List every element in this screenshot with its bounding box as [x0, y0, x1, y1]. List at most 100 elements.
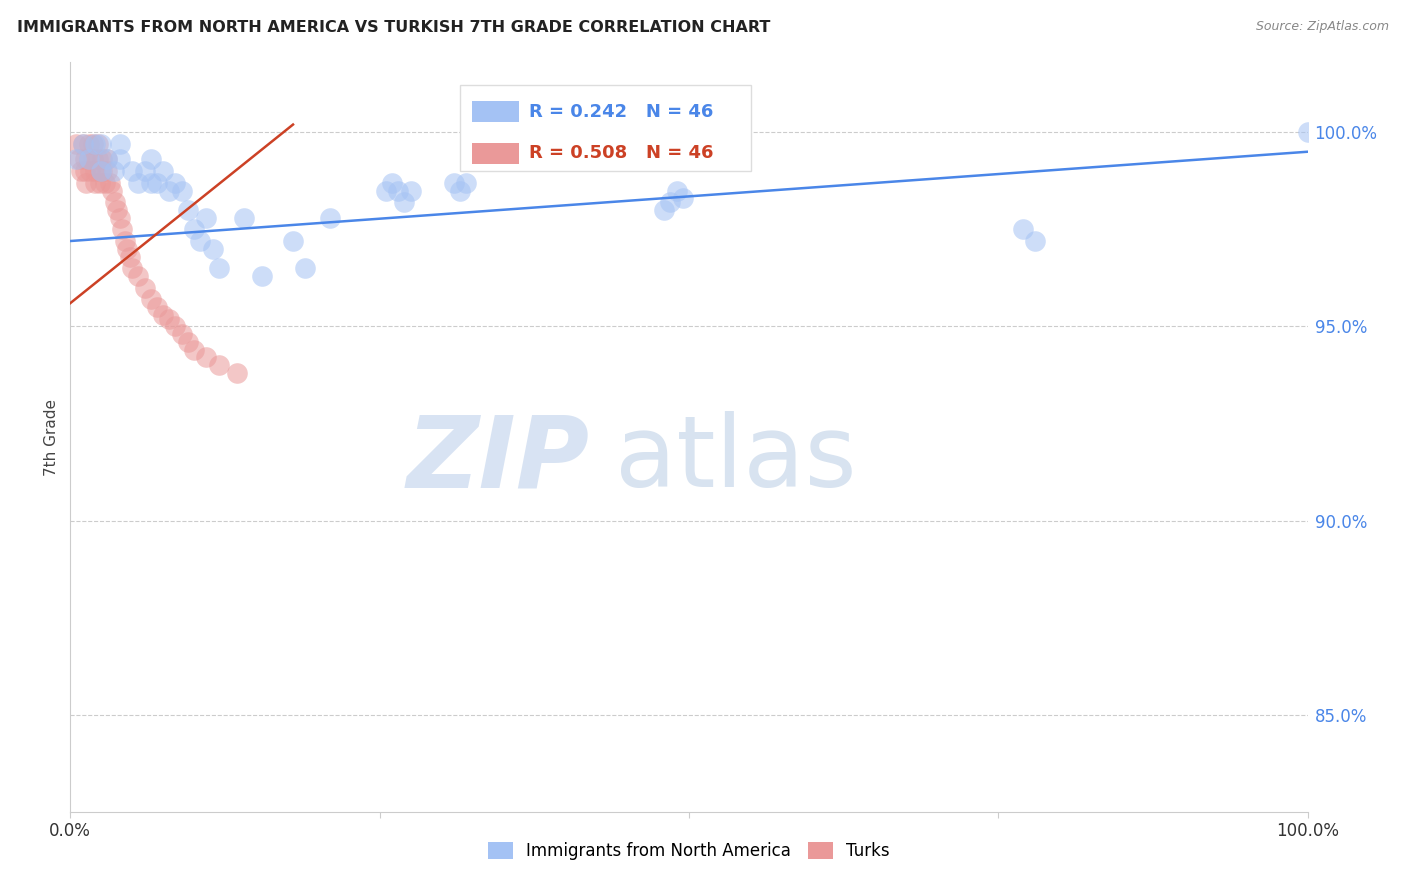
- Point: [86, 136, 108, 151]
- Point: [84, 136, 107, 151]
- Point: [201, 242, 224, 256]
- Point: [75, 153, 97, 167]
- Point: [96, 153, 118, 167]
- Point: [89, 176, 111, 190]
- Point: [232, 211, 254, 225]
- Point: [96, 164, 118, 178]
- Point: [1296, 125, 1319, 139]
- Point: [65, 153, 87, 167]
- Point: [1012, 222, 1035, 236]
- Point: [294, 261, 316, 276]
- FancyBboxPatch shape: [460, 85, 751, 171]
- Point: [114, 234, 136, 248]
- Point: [89, 164, 111, 178]
- Point: [75, 164, 97, 178]
- Point: [394, 195, 416, 210]
- Point: [319, 211, 342, 225]
- Point: [177, 202, 200, 217]
- Point: [139, 176, 162, 190]
- Point: [77, 153, 100, 167]
- Point: [108, 136, 131, 151]
- Legend: Immigrants from North America, Turks: Immigrants from North America, Turks: [481, 836, 897, 867]
- Point: [208, 358, 231, 372]
- Point: [118, 250, 141, 264]
- Point: [139, 292, 162, 306]
- Y-axis label: 7th Grade: 7th Grade: [44, 399, 59, 475]
- Point: [108, 211, 131, 225]
- Point: [195, 211, 218, 225]
- Point: [183, 343, 205, 357]
- Point: [77, 153, 100, 167]
- FancyBboxPatch shape: [472, 143, 519, 163]
- Point: [67, 153, 90, 167]
- Point: [98, 176, 121, 190]
- Point: [146, 300, 169, 314]
- Point: [281, 234, 304, 248]
- Point: [103, 164, 125, 178]
- Point: [387, 184, 409, 198]
- Point: [84, 164, 107, 178]
- Point: [115, 242, 138, 256]
- Point: [250, 268, 273, 283]
- Point: [170, 327, 193, 342]
- Point: [208, 261, 231, 276]
- Point: [157, 184, 180, 198]
- Point: [105, 202, 128, 217]
- Point: [127, 176, 149, 190]
- Point: [70, 164, 93, 178]
- Point: [226, 366, 249, 380]
- Point: [101, 184, 124, 198]
- Point: [111, 222, 134, 236]
- Point: [183, 222, 205, 236]
- Point: [139, 153, 162, 167]
- Point: [72, 136, 94, 151]
- Point: [96, 153, 118, 167]
- Point: [456, 176, 478, 190]
- Point: [195, 351, 218, 365]
- Point: [121, 261, 143, 276]
- Point: [84, 176, 107, 190]
- Point: [177, 334, 200, 349]
- Point: [108, 153, 131, 167]
- Point: [652, 202, 675, 217]
- Point: [449, 184, 471, 198]
- Point: [152, 164, 174, 178]
- Text: IMMIGRANTS FROM NORTH AMERICA VS TURKISH 7TH GRADE CORRELATION CHART: IMMIGRANTS FROM NORTH AMERICA VS TURKISH…: [17, 20, 770, 35]
- Point: [77, 136, 100, 151]
- Point: [443, 176, 465, 190]
- Text: atlas: atlas: [614, 411, 856, 508]
- Point: [91, 164, 114, 178]
- Point: [104, 195, 127, 210]
- Point: [90, 136, 112, 151]
- Point: [91, 153, 114, 167]
- Text: ZIP: ZIP: [406, 411, 591, 508]
- Point: [82, 153, 104, 167]
- Point: [86, 153, 108, 167]
- Point: [90, 164, 112, 178]
- Point: [165, 176, 187, 190]
- Text: R = 0.242   N = 46: R = 0.242 N = 46: [529, 103, 714, 121]
- Point: [374, 184, 396, 198]
- Point: [659, 195, 682, 210]
- Point: [121, 164, 143, 178]
- Point: [188, 234, 211, 248]
- Point: [381, 176, 404, 190]
- Text: Source: ZipAtlas.com: Source: ZipAtlas.com: [1256, 20, 1389, 33]
- Text: R = 0.508   N = 46: R = 0.508 N = 46: [529, 145, 714, 162]
- Point: [127, 268, 149, 283]
- Point: [79, 164, 101, 178]
- Point: [157, 311, 180, 326]
- Point: [672, 191, 695, 205]
- Point: [165, 319, 187, 334]
- Point: [134, 280, 156, 294]
- Point: [134, 164, 156, 178]
- Point: [665, 184, 688, 198]
- Point: [65, 136, 87, 151]
- Point: [1024, 234, 1046, 248]
- Point: [82, 136, 104, 151]
- Point: [72, 136, 94, 151]
- Point: [170, 184, 193, 198]
- Point: [146, 176, 169, 190]
- FancyBboxPatch shape: [472, 102, 519, 122]
- Point: [94, 176, 117, 190]
